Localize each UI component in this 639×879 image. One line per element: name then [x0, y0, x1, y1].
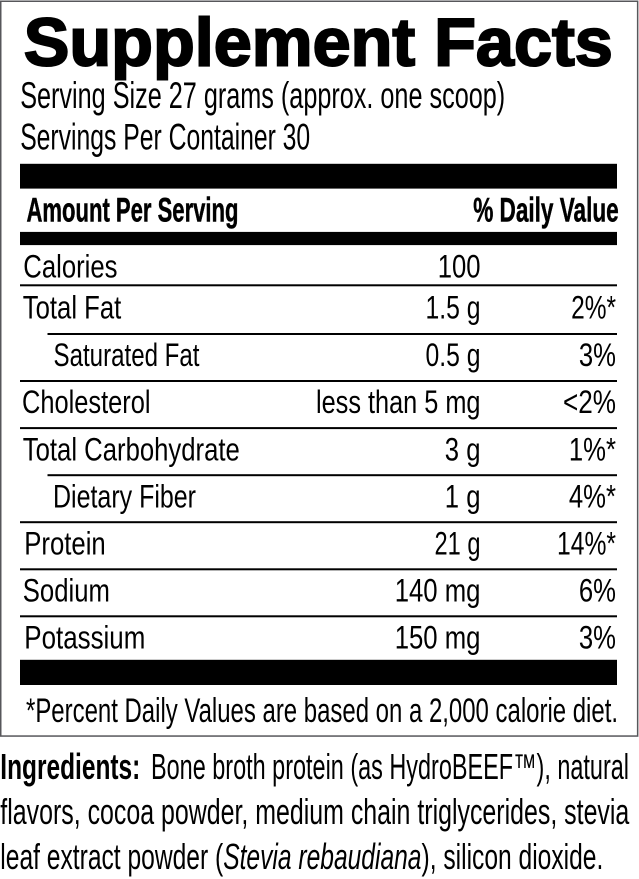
svg-text:Potassium: Potassium [24, 619, 145, 655]
svg-text:<2%: <2% [563, 384, 616, 420]
svg-text:Serving Size 27 grams (approx.: Serving Size 27 grams (approx. one scoop… [20, 75, 505, 116]
svg-text:leaf extract powder (: leaf extract powder ( [0, 836, 223, 877]
svg-text:Protein: Protein [24, 525, 105, 561]
svg-text:3%: 3% [579, 619, 616, 655]
svg-text:), silicon dioxide.: ), silicon dioxide. [422, 836, 604, 877]
svg-text:Servings Per Container 30: Servings Per Container 30 [20, 117, 310, 158]
svg-text:1%*: 1%* [569, 431, 616, 467]
svg-text:3%: 3% [579, 337, 616, 373]
svg-text:Sodium: Sodium [23, 573, 110, 609]
svg-text:1.5 g: 1.5 g [426, 289, 481, 325]
svg-text:150 mg: 150 mg [395, 619, 481, 655]
svg-text:Saturated Fat: Saturated Fat [54, 337, 200, 373]
svg-text:less than 5 mg: less than 5 mg [316, 384, 481, 420]
svg-text:100: 100 [438, 249, 481, 285]
svg-text:Calories: Calories [23, 249, 117, 285]
svg-text:Amount Per Serving: Amount Per Serving [27, 191, 239, 229]
svg-text:% Daily Value: % Daily Value [473, 191, 619, 229]
svg-text:flavors, cocoa powder, medium: flavors, cocoa powder, medium chain trig… [0, 791, 630, 832]
svg-text:Total Fat: Total Fat [23, 289, 122, 325]
svg-text:Stevia rebaudiana: Stevia rebaudiana [223, 836, 421, 877]
svg-text:Ingredients:: Ingredients: [0, 746, 140, 787]
svg-text:4%*: 4%* [569, 478, 616, 514]
svg-text:3 g: 3 g [445, 431, 481, 467]
svg-text:6%: 6% [579, 573, 616, 609]
svg-text:14%*: 14%* [557, 525, 616, 561]
svg-text:1 g: 1 g [445, 478, 481, 514]
svg-text:*Percent Daily Values are base: *Percent Daily Values are based on a 2,0… [26, 692, 618, 730]
svg-text:140 mg: 140 mg [395, 573, 481, 609]
svg-text:21 g: 21 g [435, 525, 481, 561]
svg-text:2%*: 2%* [571, 289, 616, 325]
svg-text:0.5 g: 0.5 g [426, 337, 481, 373]
svg-text:Dietary Fiber: Dietary Fiber [53, 478, 196, 514]
svg-text:Supplement Facts: Supplement Facts [24, 5, 613, 81]
svg-text:Bone broth protein (as HydroBE: Bone broth protein (as HydroBEEF™), natu… [151, 746, 629, 787]
svg-text:Total Carbohydrate: Total Carbohydrate [23, 431, 240, 467]
svg-text:Cholesterol: Cholesterol [22, 384, 151, 420]
